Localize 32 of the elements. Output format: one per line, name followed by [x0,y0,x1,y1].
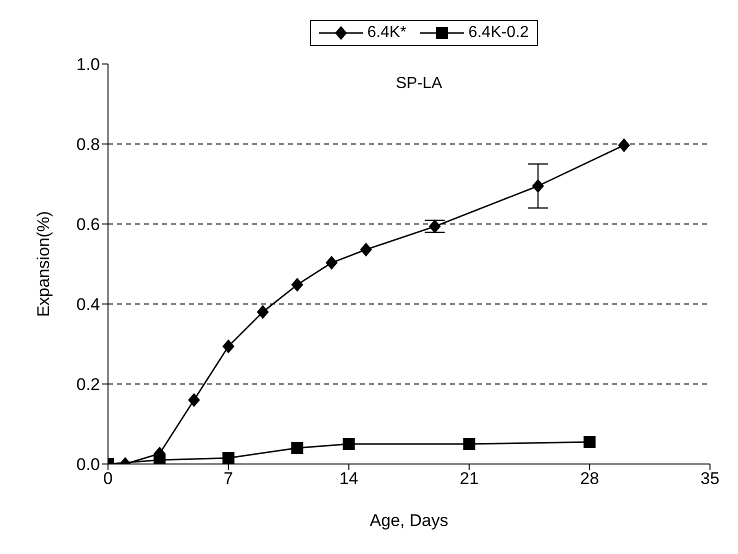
point [256,305,269,319]
x-tick-label: 14 [339,469,358,488]
y-tick-label: 0.8 [76,135,100,154]
annotation: SP-LA [394,75,444,93]
point [463,438,476,450]
point [222,339,234,354]
x-axis-title: Age, Days [370,511,448,530]
point [291,278,304,292]
point [428,219,441,234]
x-tick-label: 0 [103,469,113,488]
y-axis-title: Expansion(%) [34,211,54,317]
x-tick-label: 35 [700,469,720,488]
point [154,454,166,464]
x-tick-label: 28 [580,469,600,488]
point [532,179,544,193]
point [360,242,372,257]
y-tick-label: 1.0 [76,55,100,74]
x-tick-label: 21 [460,469,479,488]
y-tick-label: 0.2 [76,375,100,394]
point [222,452,234,464]
point [326,256,338,270]
legend-label: 6.4K* [366,24,406,42]
legend-label: 6.4K-0.2 [467,24,529,42]
point [618,138,630,152]
x-tick-label: 7 [224,469,234,488]
y-tick-label: 0.4 [76,295,100,314]
point [291,442,304,454]
point [584,436,596,448]
point [342,438,355,450]
y-tick-label: 0.0 [76,455,100,474]
y-tick-label: 0.6 [76,215,100,234]
point [188,393,200,407]
